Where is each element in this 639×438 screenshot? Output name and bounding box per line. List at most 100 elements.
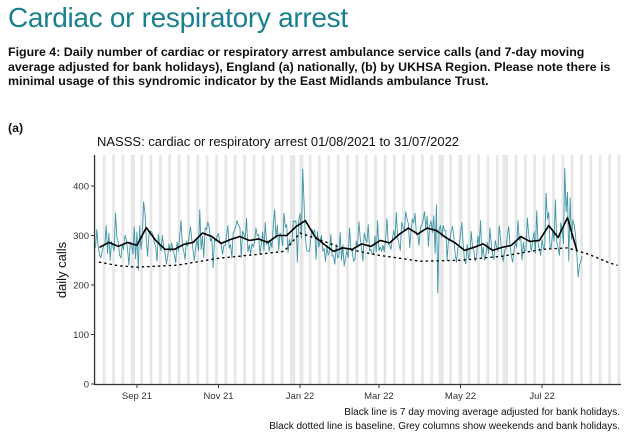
footnote-moving-average: Black line is 7 day moving average adjus… (344, 407, 620, 418)
weekend-column (411, 155, 414, 384)
weekend-column (384, 155, 387, 384)
weekend-column (327, 155, 329, 384)
weekend-column (542, 155, 545, 384)
weekend-column (570, 155, 573, 384)
weekend-column (300, 155, 303, 384)
panel-label: (a) (8, 121, 24, 135)
weekend-column (421, 155, 423, 384)
weekend-column (253, 155, 256, 384)
weekend-column (441, 155, 443, 384)
weekend-column (150, 155, 153, 384)
weekend-column (122, 155, 125, 384)
weekend-column (383, 155, 385, 384)
weekend-column (505, 155, 507, 384)
weekend-column (572, 155, 574, 384)
weekend-column (280, 155, 283, 384)
weekend-column (319, 155, 321, 384)
weekend-column (263, 155, 265, 384)
weekend-column (478, 155, 480, 384)
weekend-column (469, 155, 471, 384)
footnote-baseline: Black dotted line is baseline. Grey colu… (269, 421, 620, 432)
weekend-column (169, 155, 172, 384)
weekend-column (261, 155, 264, 384)
weekend-column (207, 155, 209, 384)
weekend-column (561, 155, 563, 384)
weekend-column (308, 155, 311, 384)
weekend-column (235, 155, 237, 384)
x-tick-label: Jan 22 (286, 391, 315, 402)
weekend-column (366, 155, 368, 384)
weekend-column (589, 155, 591, 384)
weekend-column (302, 155, 304, 384)
weekend-column (534, 155, 537, 384)
weekend-column (168, 155, 170, 384)
weekend-column (179, 155, 181, 384)
weekend-column (113, 155, 115, 384)
weekend-column (252, 155, 254, 384)
weekend-column (149, 155, 151, 384)
weekend-column (141, 155, 143, 384)
weekend-column (553, 155, 555, 384)
baseline-line (98, 232, 618, 268)
weekend-column (442, 155, 444, 384)
weekend-column (356, 155, 359, 384)
weekend-column (233, 155, 236, 384)
y-tick-label: 300 (73, 231, 89, 242)
series-group (95, 167, 618, 294)
weekend-column (467, 155, 470, 384)
weekend-column (487, 155, 490, 384)
weekend-column (580, 155, 582, 384)
weekend-column (225, 155, 228, 384)
moving-average-line (99, 216, 578, 253)
weekend-column (346, 155, 348, 384)
weekend-column (533, 155, 535, 384)
x-tick-label: Jul 22 (529, 391, 554, 402)
weekend-column (524, 155, 526, 384)
weekend-column (486, 155, 488, 384)
weekend-column (102, 155, 105, 384)
weekend-column (132, 155, 134, 384)
weekend-column (525, 155, 527, 384)
weekend-column (104, 155, 106, 384)
y-axis-title: daily calls (54, 241, 69, 298)
x-tick-label: Mar 22 (364, 391, 394, 402)
weekend-column (133, 155, 135, 384)
weekend-column (112, 155, 114, 384)
weekend-column (392, 155, 395, 384)
weekend-column (196, 155, 198, 384)
weekend-column (121, 155, 123, 384)
weekend-column (477, 155, 479, 384)
y-tick-label: 400 (73, 182, 89, 193)
y-tick-label: 200 (73, 281, 89, 292)
chart-title: NASSS: cardiac or respiratory arrest 01/… (97, 134, 459, 149)
weekend-column (413, 155, 415, 384)
weekend-column (160, 155, 162, 384)
weekend-column (177, 155, 180, 384)
weekend-column (402, 155, 404, 384)
weekend-column (375, 155, 377, 384)
weekend-column (502, 155, 504, 384)
weekend-column (503, 155, 506, 384)
weekend-column (310, 155, 312, 384)
weekend-column (271, 155, 273, 384)
weekend-column (336, 155, 339, 384)
weekend-column (299, 155, 301, 384)
weekend-column (552, 155, 554, 384)
weekend-column (290, 155, 292, 384)
page-title: Cardiac or respiratory arrest (8, 2, 348, 33)
weekend-column (374, 155, 376, 384)
weekend-column (338, 155, 340, 384)
weekend-column (506, 155, 508, 384)
weekend-column (318, 155, 320, 384)
weekend-column (438, 155, 440, 384)
weekend-column (294, 155, 296, 384)
weekend-column (215, 155, 217, 384)
weekend-column (618, 155, 621, 384)
weekend-column (449, 155, 451, 384)
weekend-column (609, 155, 611, 384)
weekend-column (617, 155, 619, 384)
x-tick-label: May 22 (445, 391, 476, 402)
figure-caption: Figure 4: Daily number of cardiac or res… (8, 45, 611, 89)
weekend-column (581, 155, 583, 384)
